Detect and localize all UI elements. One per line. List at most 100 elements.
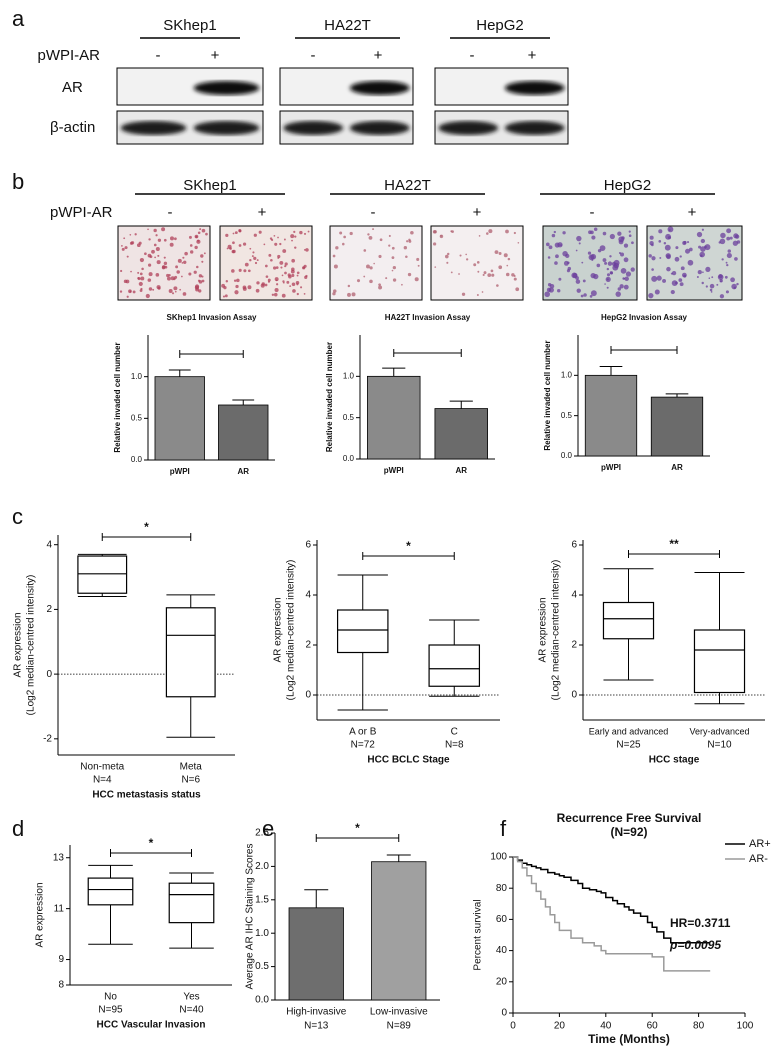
cell [630, 267, 635, 272]
cell [243, 269, 247, 273]
cell [674, 256, 680, 262]
cell [201, 279, 205, 283]
cell [275, 266, 279, 269]
cell [267, 280, 271, 283]
cell [280, 266, 283, 269]
cell [147, 278, 152, 282]
cell [575, 279, 581, 284]
cell [226, 247, 229, 250]
x-tick-label: Early and advanced [589, 726, 669, 736]
sign: - [371, 204, 376, 221]
cell [161, 265, 166, 270]
n-label: N=8 [445, 740, 464, 751]
cell [286, 280, 290, 284]
x-tick-label: 60 [647, 1021, 659, 1032]
cell [726, 253, 732, 259]
cell [671, 270, 677, 276]
cell [155, 234, 158, 237]
bar [154, 376, 205, 461]
cell [623, 277, 626, 280]
box [87, 877, 134, 906]
panel-label: f [500, 816, 507, 841]
cell-line: SKhep1 [183, 177, 236, 194]
annotation: p=0.0095 [669, 938, 721, 952]
n-label: N=89 [387, 1021, 412, 1032]
cell [339, 231, 343, 235]
cell [721, 258, 724, 261]
cell [303, 232, 307, 235]
box [77, 555, 128, 594]
x-tick-label: Non-meta [80, 762, 124, 773]
cell [506, 264, 509, 267]
cell [373, 262, 375, 265]
cell [276, 283, 279, 286]
cell [249, 259, 252, 262]
cell [631, 241, 634, 245]
cell [487, 273, 492, 277]
cell [170, 276, 175, 281]
cell [410, 230, 414, 235]
cell [300, 286, 303, 289]
n-label: N=4 [93, 775, 112, 786]
y-tick-label: 0 [501, 1008, 507, 1019]
y-tick-label: 2.5 [255, 828, 269, 839]
cell [194, 284, 200, 289]
y-axis-label: AR expression [273, 597, 284, 662]
sign: + [688, 204, 697, 221]
cell [333, 289, 337, 293]
cell [705, 285, 708, 288]
cell [408, 239, 412, 243]
x-tick-label: AR [671, 463, 683, 472]
cell [193, 270, 197, 274]
cell [153, 228, 157, 233]
cell [332, 292, 336, 296]
cell [567, 261, 570, 265]
cell [232, 232, 235, 235]
cell [176, 270, 180, 274]
cell [648, 254, 652, 258]
cell [347, 284, 351, 288]
cell [284, 271, 287, 275]
cell [299, 230, 303, 235]
cell [196, 265, 199, 269]
cell [296, 283, 299, 286]
x-tick-label: 40 [600, 1021, 612, 1032]
cell [281, 293, 286, 298]
cell [505, 272, 510, 277]
cell [476, 261, 480, 264]
bar [434, 408, 488, 460]
cell [363, 275, 366, 278]
cell [478, 235, 481, 237]
cell [188, 235, 192, 239]
x-tick-label: pWPI [601, 463, 621, 472]
cell [163, 261, 168, 266]
cell [273, 292, 278, 297]
cell [513, 275, 516, 278]
cell [503, 253, 508, 258]
bar [367, 375, 421, 460]
treatment: pWPI-AR [37, 47, 100, 64]
sign: + [211, 47, 220, 64]
cell [282, 249, 287, 253]
band [438, 121, 499, 135]
cell [379, 238, 383, 242]
cell [184, 251, 188, 256]
cell [549, 283, 555, 289]
y-tick-label: 0 [571, 690, 577, 701]
cell [666, 254, 671, 260]
cell [587, 251, 592, 255]
cell [458, 273, 460, 275]
cell [720, 232, 726, 239]
cell [491, 273, 495, 277]
band [349, 81, 410, 95]
cell [591, 235, 596, 240]
cell [679, 282, 684, 287]
n-label: N=6 [181, 775, 200, 786]
cell [265, 275, 269, 278]
cell-line: HA22T [384, 177, 431, 194]
y-tick-label: 2 [305, 640, 311, 651]
sign: - [156, 47, 161, 64]
cell [120, 269, 123, 273]
y-tick-label: 0.0 [255, 995, 269, 1006]
cell [602, 231, 607, 236]
